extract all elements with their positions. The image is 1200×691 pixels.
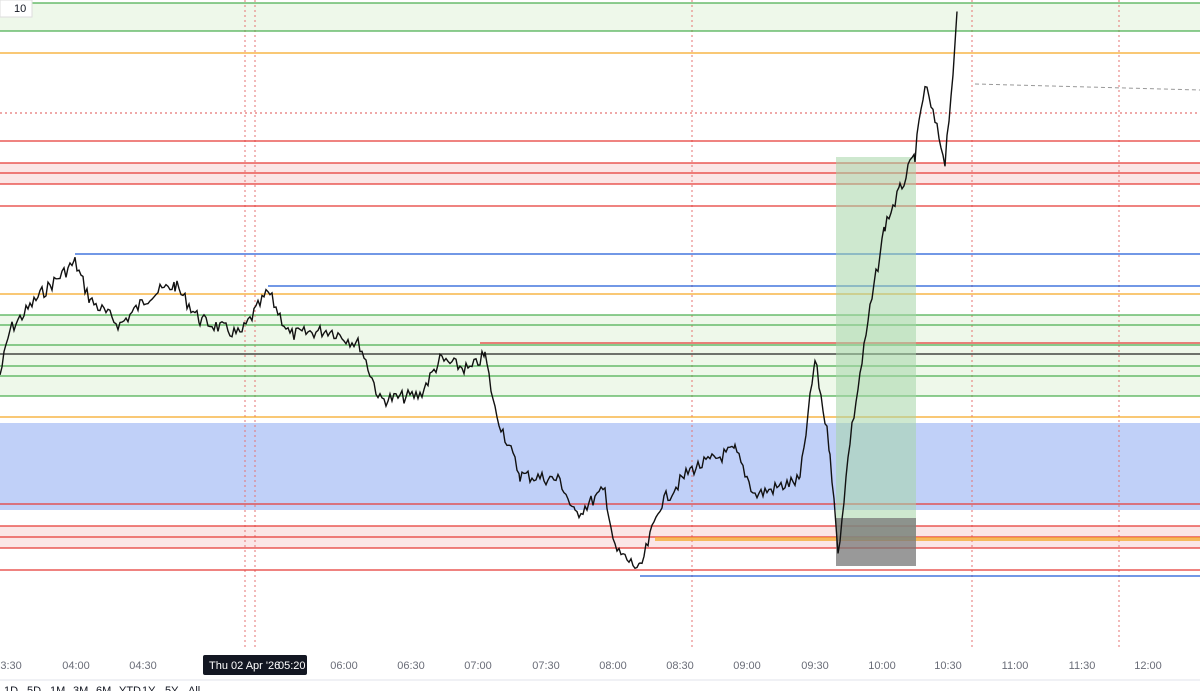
demand-zone [0,423,1200,510]
range-button[interactable]: YTD [119,685,141,691]
time-label: 09:00 [733,660,761,672]
time-label: 06:00 [330,660,358,672]
range-button[interactable]: 6M [96,685,111,691]
time-label: 08:30 [666,660,694,672]
time-label: 10:30 [934,660,962,672]
time-label: 06:30 [397,660,425,672]
range-button[interactable]: 3M [73,685,88,691]
projection [974,83,1200,91]
time-label: 04:00 [62,660,90,672]
time-label: 10:00 [868,660,896,672]
time-label: 09:30 [801,660,829,672]
loss-box [836,518,916,566]
range-button[interactable]: 1M [50,685,65,691]
crosshair-label [203,655,307,675]
interval[interactable]: 10 [14,3,26,15]
time-label: 12:00 [1134,660,1162,672]
time-label: 04:30 [129,660,157,672]
range-button[interactable]: All [188,685,200,691]
profit-box [836,157,916,540]
range-button[interactable]: 5Y [165,685,179,691]
time-label: 08:00 [599,660,627,672]
crosshair-time: 05:20 [278,660,306,672]
time-label: 07:30 [532,660,560,672]
range-button[interactable]: 1D [4,685,18,691]
range-button[interactable]: 5D [27,685,41,691]
time-label: 11:00 [1002,660,1029,672]
price-series [0,11,958,570]
level-band [0,315,1200,396]
level-band [0,3,1200,31]
interval-box [0,0,33,18]
range-button[interactable]: 1Y [142,685,156,691]
toolbar [0,680,1200,691]
time-label: 07:00 [464,660,492,672]
time-axis [0,650,1200,678]
time-label: 11:30 [1069,660,1096,672]
crosshair-date: Thu 02 Apr '26 [209,660,280,672]
time-label: 03:30 [0,660,22,672]
